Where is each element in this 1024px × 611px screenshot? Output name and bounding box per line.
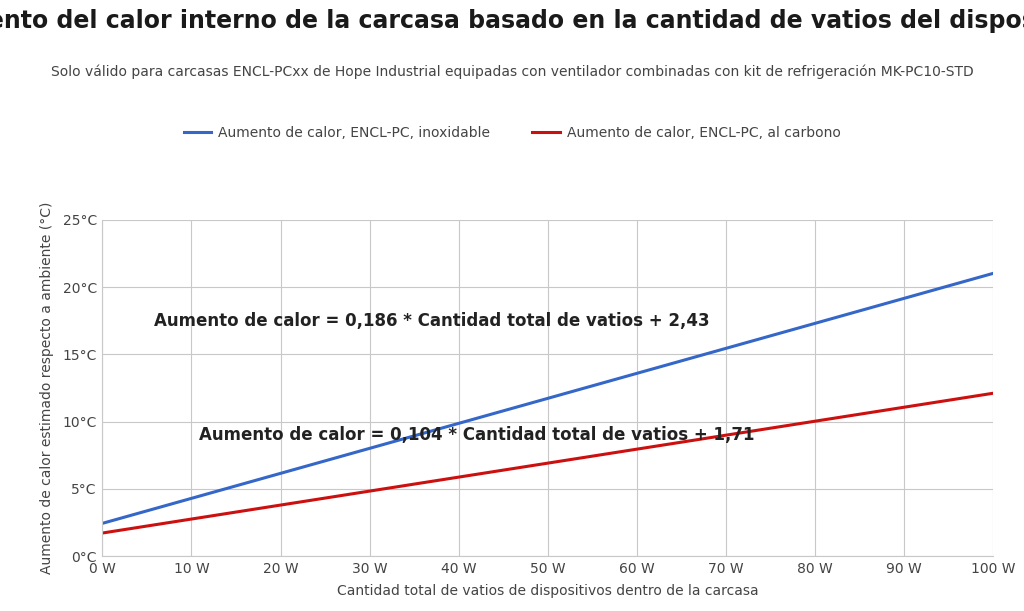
Text: Aumento de calor = 0,186 * Cantidad total de vatios + 2,43: Aumento de calor = 0,186 * Cantidad tota…	[155, 312, 710, 330]
X-axis label: Cantidad total de vatios de dispositivos dentro de la carcasa: Cantidad total de vatios de dispositivos…	[337, 584, 759, 598]
Y-axis label: Aumento de calor estimado respecto a ambiente (°C): Aumento de calor estimado respecto a amb…	[40, 202, 54, 574]
Legend: Aumento de calor, ENCL-PC, inoxidable, Aumento de calor, ENCL-PC, al carbono: Aumento de calor, ENCL-PC, inoxidable, A…	[178, 120, 846, 145]
Text: Aumento de calor = 0,104 * Cantidad total de vatios + 1,71: Aumento de calor = 0,104 * Cantidad tota…	[199, 426, 755, 444]
Text: Solo válido para carcasas ENCL-PCxx de Hope Industrial equipadas con ventilador : Solo válido para carcasas ENCL-PCxx de H…	[50, 64, 974, 79]
Text: Aumento del calor interno de la carcasa basado en la cantidad de vatios del disp: Aumento del calor interno de la carcasa …	[0, 9, 1024, 33]
